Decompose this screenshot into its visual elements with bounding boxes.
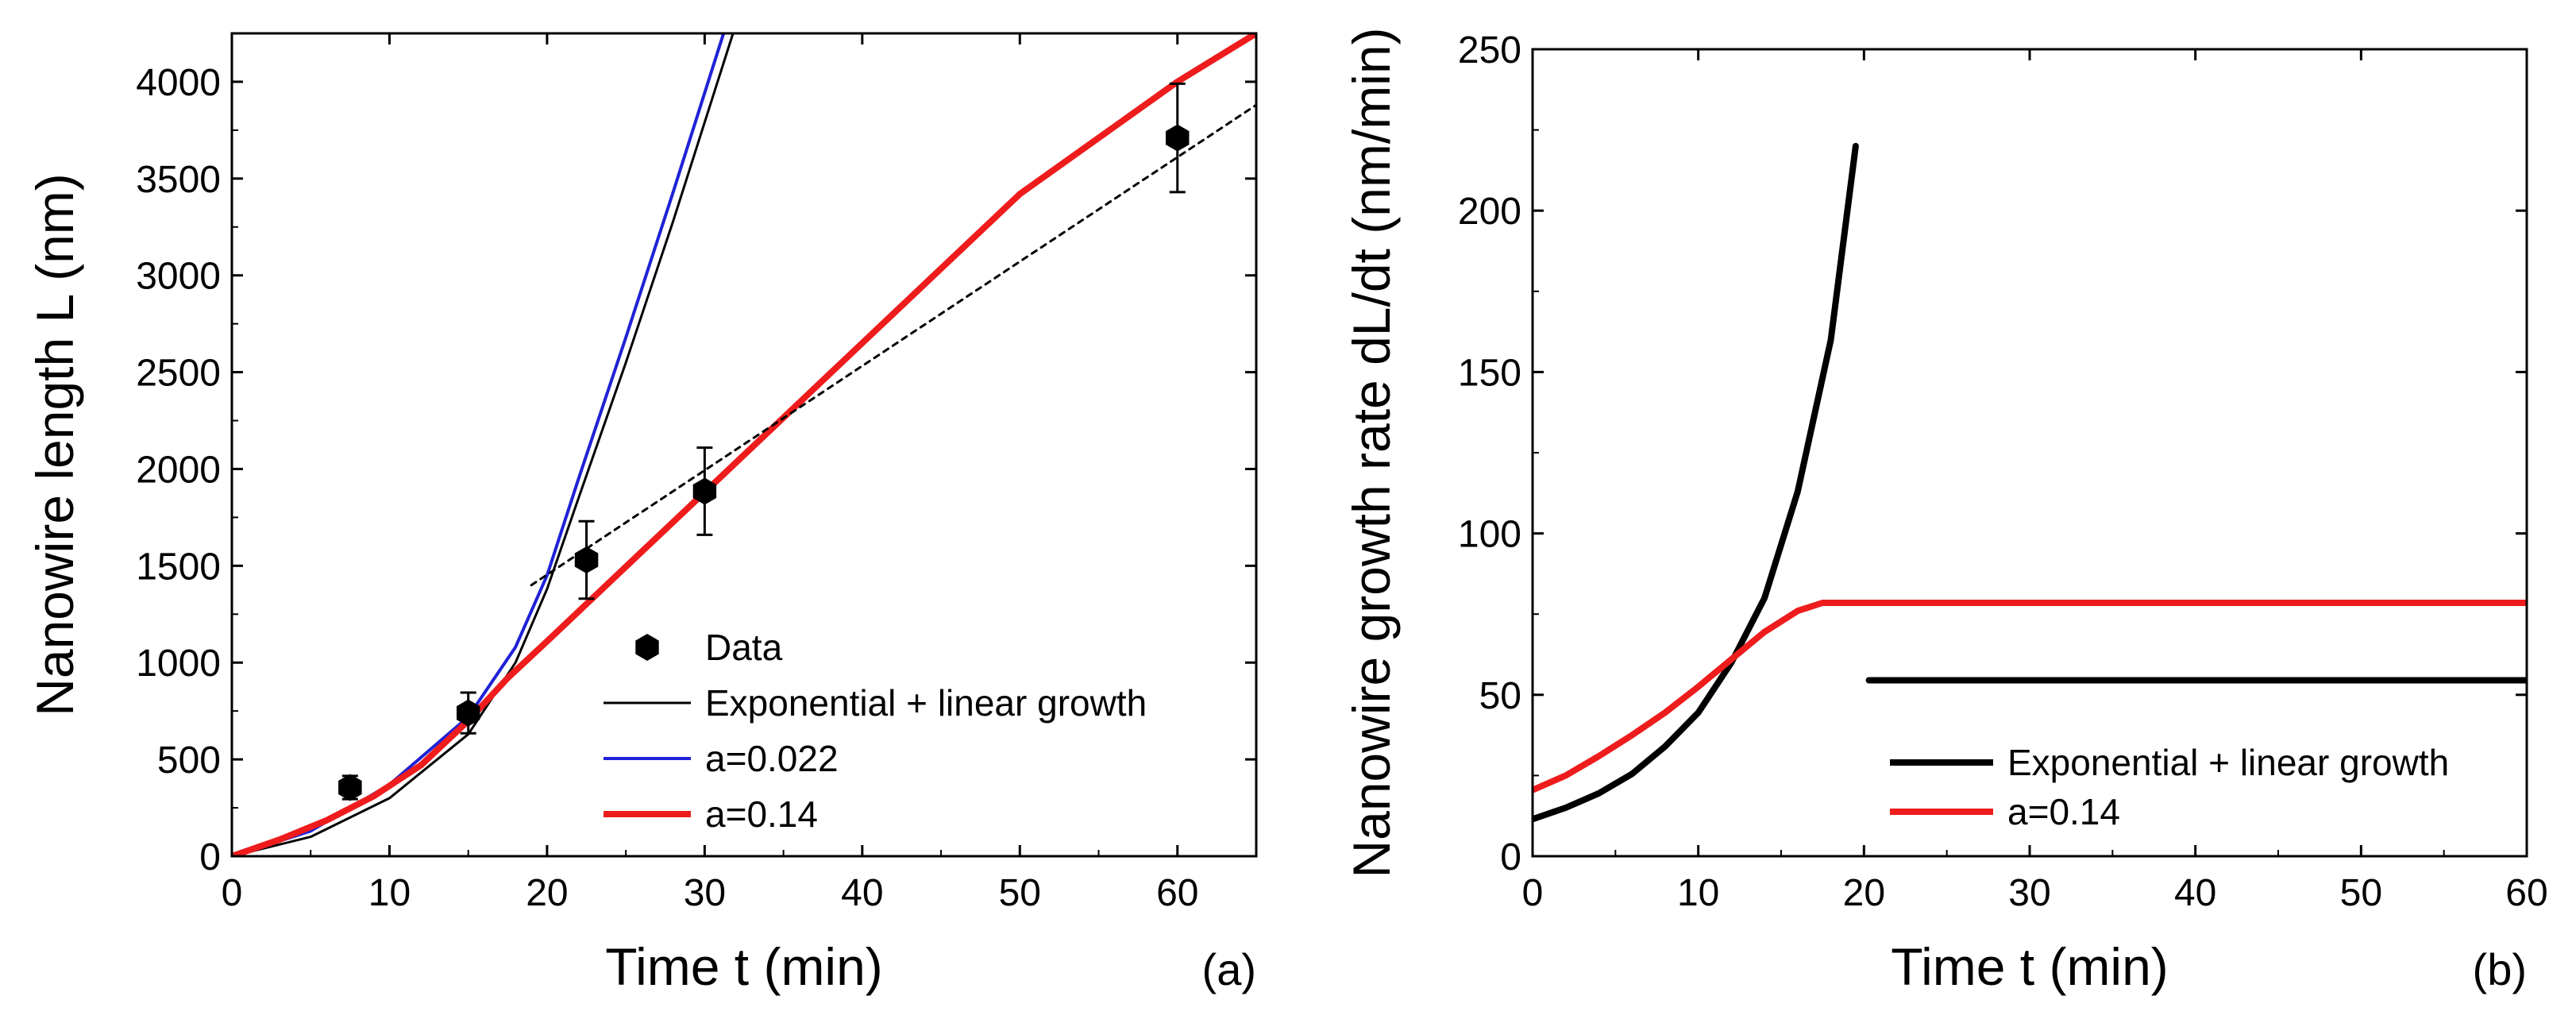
panel-a-series-line-4 bbox=[530, 103, 1256, 587]
panel-a-data-point bbox=[574, 546, 599, 573]
panel-a-series-line-2 bbox=[232, 33, 726, 856]
panel-a-y-tick-label: 1500 bbox=[136, 546, 221, 588]
panel-a-x-tick-label: 30 bbox=[684, 872, 726, 914]
panel-b-x-tick-label: 60 bbox=[2505, 872, 2547, 914]
panel-a-x-tick-label: 40 bbox=[841, 872, 883, 914]
panel-a-x-axis-title: Time t (min) bbox=[605, 937, 883, 996]
panel-a-y-axis-title: Nanowire length L (nm) bbox=[25, 173, 84, 716]
panel-a-series-line-1 bbox=[232, 33, 735, 856]
panel-a-tag: (a) bbox=[1202, 944, 1256, 994]
panel-b-y-tick-label: 150 bbox=[1458, 352, 1521, 394]
panel-b-axes-frame bbox=[1531, 48, 2528, 858]
panel-b-x-tick-label: 40 bbox=[2174, 872, 2216, 914]
panel-a-data-point bbox=[457, 699, 480, 727]
panel-b-y-tick-label: 250 bbox=[1458, 29, 1521, 71]
panel-a-y-tick-label: 3000 bbox=[136, 256, 221, 298]
panel-b-legend: Exponential + linear growth a=0.14 bbox=[1890, 742, 2449, 832]
panel-b-series-line-0 bbox=[1533, 142, 1859, 823]
panel-a-x-tick-label: 20 bbox=[526, 872, 568, 914]
panel-b-y-tick-label: 0 bbox=[1500, 836, 1521, 878]
panel-b-y-axis-title: Nanowire growth rate dL/dt (nm/min) bbox=[1342, 27, 1401, 878]
panel-b: 0 10 20 30 40 50 60 0 50 100 150 200 250 Time t (min… bbox=[1342, 27, 2548, 996]
panel-a-y-tick-label: 3500 bbox=[136, 159, 221, 201]
panel-a-y-tick-label: 4000 bbox=[136, 62, 221, 104]
panel-a-legend-label: a=0.14 bbox=[705, 793, 818, 835]
panel-b-y-tick-label: 200 bbox=[1458, 191, 1521, 233]
panel-b-y-tick-label: 100 bbox=[1458, 514, 1521, 556]
panel-a-data-point bbox=[692, 477, 717, 505]
panel-a-plot-area bbox=[232, 33, 1256, 856]
panel-b-x-axis-title: Time t (min) bbox=[1891, 937, 2169, 996]
panel-b-x-tick-label: 30 bbox=[2008, 872, 2050, 914]
panel-a-x-tick-label: 60 bbox=[1156, 872, 1198, 914]
panel-b-x-tick-label: 0 bbox=[1522, 872, 1544, 914]
panel-a-legend-label: a=0.022 bbox=[705, 738, 839, 779]
panel-b-plot-area bbox=[1533, 142, 2527, 823]
panel-b-series-group bbox=[1533, 142, 2527, 823]
panel-b-x-tick-label: 50 bbox=[2340, 872, 2382, 914]
panel-a-y-tick-label: 2000 bbox=[136, 449, 221, 491]
panel-a-x-tick-label: 0 bbox=[222, 872, 243, 914]
panel-b-legend-label: a=0.14 bbox=[2007, 791, 2120, 832]
panel-a-x-tick-label: 10 bbox=[368, 872, 411, 914]
panel-b-ticks: 0 10 20 30 40 50 60 0 50 100 150 200 250 bbox=[1458, 29, 2548, 914]
panel-a: 0 10 20 30 40 50 60 0 500 1000 1500 2000 2500 3000 350… bbox=[25, 32, 1258, 996]
panel-b-series-line-2 bbox=[1533, 600, 2527, 793]
panel-b-x-tick-label: 20 bbox=[1843, 872, 1885, 914]
panel-b-legend-label: Exponential + linear growth bbox=[2007, 742, 2449, 783]
panel-a-axes-frame bbox=[230, 32, 1258, 858]
panel-a-data-point bbox=[1166, 124, 1190, 152]
panel-a-y-tick-label: 0 bbox=[199, 836, 221, 878]
panel-a-series-line-3 bbox=[232, 33, 1256, 856]
panel-a-ticks: 0 10 20 30 40 50 60 0 500 1000 1500 2000 2500 3000 350… bbox=[136, 33, 1256, 914]
panel-a-legend-label: Exponential + linear growth bbox=[705, 682, 1147, 724]
panel-b-x-tick-label: 10 bbox=[1677, 872, 1719, 914]
panel-a-x-tick-label: 50 bbox=[999, 872, 1041, 914]
panel-a-y-tick-label: 500 bbox=[157, 739, 221, 782]
panel-a-y-tick-label: 2500 bbox=[136, 353, 221, 395]
panel-a-legend-symbol bbox=[635, 634, 659, 661]
panel-b-y-tick-label: 50 bbox=[1479, 675, 1521, 717]
panel-b-tag: (b) bbox=[2473, 944, 2527, 994]
panel-a-y-tick-label: 1000 bbox=[136, 643, 221, 685]
panel-a-legend-label: Data bbox=[705, 627, 783, 668]
panel-a-legend: Data Exponential + linear growth a=0.022 a=… bbox=[604, 627, 1147, 835]
panel-a-data-point bbox=[338, 774, 362, 801]
panel-a-series-group bbox=[232, 33, 1256, 856]
